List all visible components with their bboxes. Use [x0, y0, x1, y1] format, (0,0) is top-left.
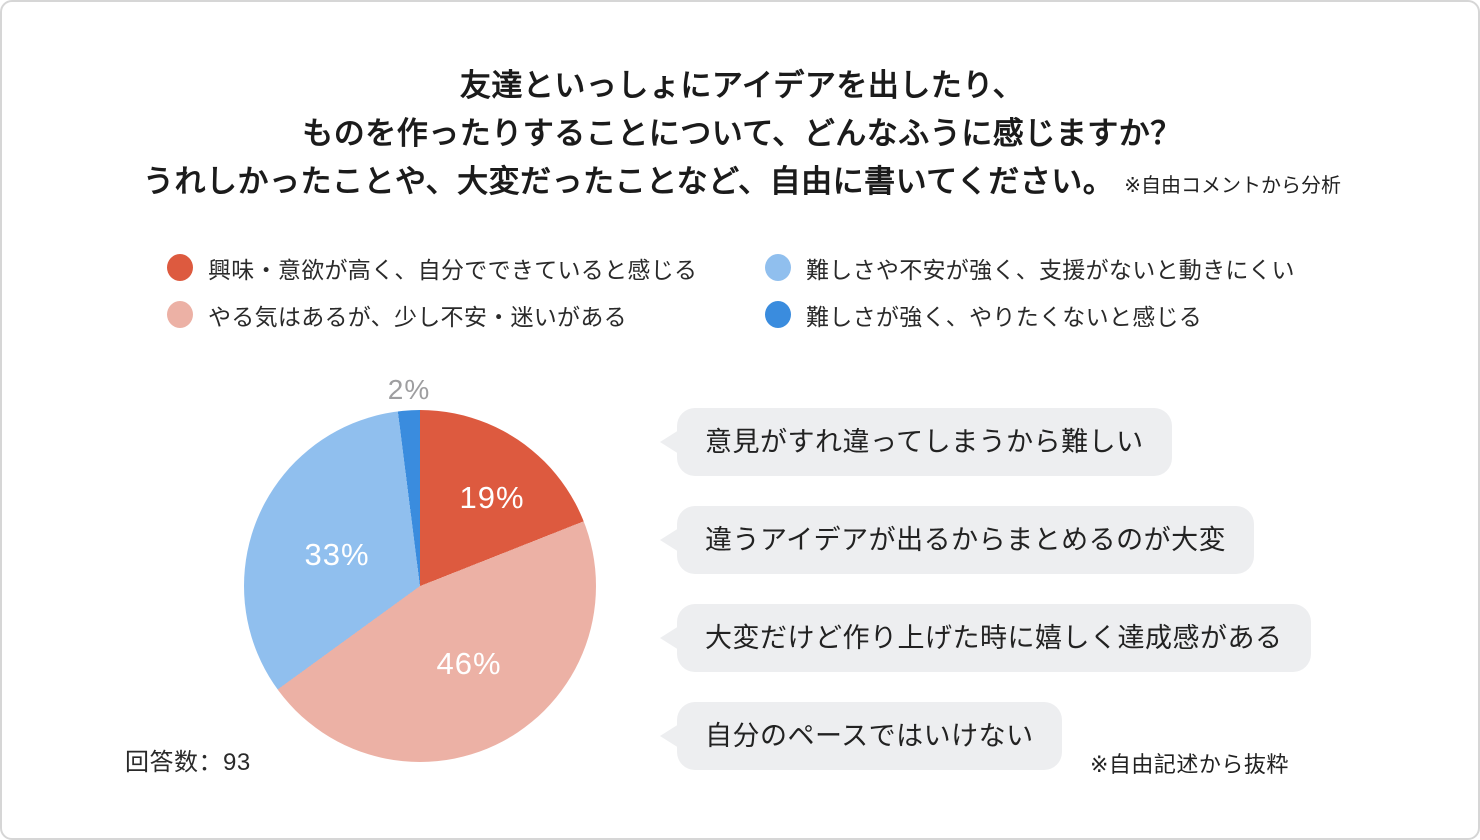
pie-slice-label-19: 19%	[459, 480, 525, 515]
legend-column-right: 難しさや不安が強く、支援がないと動きにくい 難しさが強く、やりたくないと感じる	[765, 254, 1295, 330]
extract-note: ※自由記述から抜粋	[1090, 752, 1289, 777]
legend-label-needs-support: 難しさや不安が強く、支援がないと動きにくい	[806, 256, 1295, 283]
title-line-1: 友達といっしょにアイデアを出したり、	[459, 68, 1025, 103]
legend-dot-red-icon	[167, 254, 193, 281]
legend-label-unwilling: 難しさが強く、やりたくないと感じる	[806, 303, 1203, 330]
legend-item-some-anxiety: やる気はあるが、少し不安・迷いがある	[167, 301, 697, 330]
title-line-3-text: うれしかったことや、大変だったことなど、自由に書いてください。	[143, 164, 1115, 199]
legend-item-unwilling: 難しさが強く、やりたくないと感じる	[765, 301, 1295, 330]
legend-label-some-anxiety: やる気はあるが、少し不安・迷いがある	[208, 303, 627, 330]
title-analysis-note: ※自由コメントから分析	[1124, 175, 1341, 197]
legend-item-needs-support: 難しさや不安が強く、支援がないと動きにくい	[765, 254, 1295, 283]
comment-bubble-2: 違うアイデアが出るからまとめるのが大変	[677, 506, 1255, 574]
title-line-3: うれしかったことや、大変だったことなど、自由に書いてください。 ※自由コメントから…	[2, 158, 1480, 210]
pie-slice-label-46: 46%	[436, 646, 502, 681]
legend-dot-blue-icon	[765, 301, 791, 328]
pie-slice-label-2: 2%	[387, 374, 431, 405]
legend-label-motivated: 興味・意欲が高く、自分でできていると感じる	[208, 256, 698, 283]
comment-bubble-1: 意見がすれ違ってしまうから難しい	[677, 408, 1172, 476]
legend-dot-pink-icon	[167, 301, 193, 328]
pie-chart: 19% 46% 33%	[244, 410, 596, 762]
respondent-count: 回答数：93	[125, 749, 251, 776]
title-line-2: ものを作ったりすることについて、どんなふうに感じますか？	[302, 116, 1182, 151]
comment-bubble-4: 自分のペースではいけない	[677, 702, 1062, 770]
comment-bubble-3: 大変だけど作り上げた時に嬉しく達成感がある	[677, 604, 1311, 672]
legend-item-motivated: 興味・意欲が高く、自分でできていると感じる	[167, 254, 697, 283]
pie-slice-label-33: 33%	[304, 537, 370, 572]
legend-dot-lightblue-icon	[765, 254, 791, 281]
legend-column-left: 興味・意欲が高く、自分でできていると感じる やる気はあるが、少し不安・迷いがある	[167, 254, 697, 330]
title-block: 友達といっしょにアイデアを出したり、 ものを作ったりすることについて、どんなふう…	[2, 62, 1480, 210]
comment-bubble-list: 意見がすれ違ってしまうから難しい 違うアイデアが出るからまとめるのが大変 大変だ…	[677, 408, 1311, 770]
